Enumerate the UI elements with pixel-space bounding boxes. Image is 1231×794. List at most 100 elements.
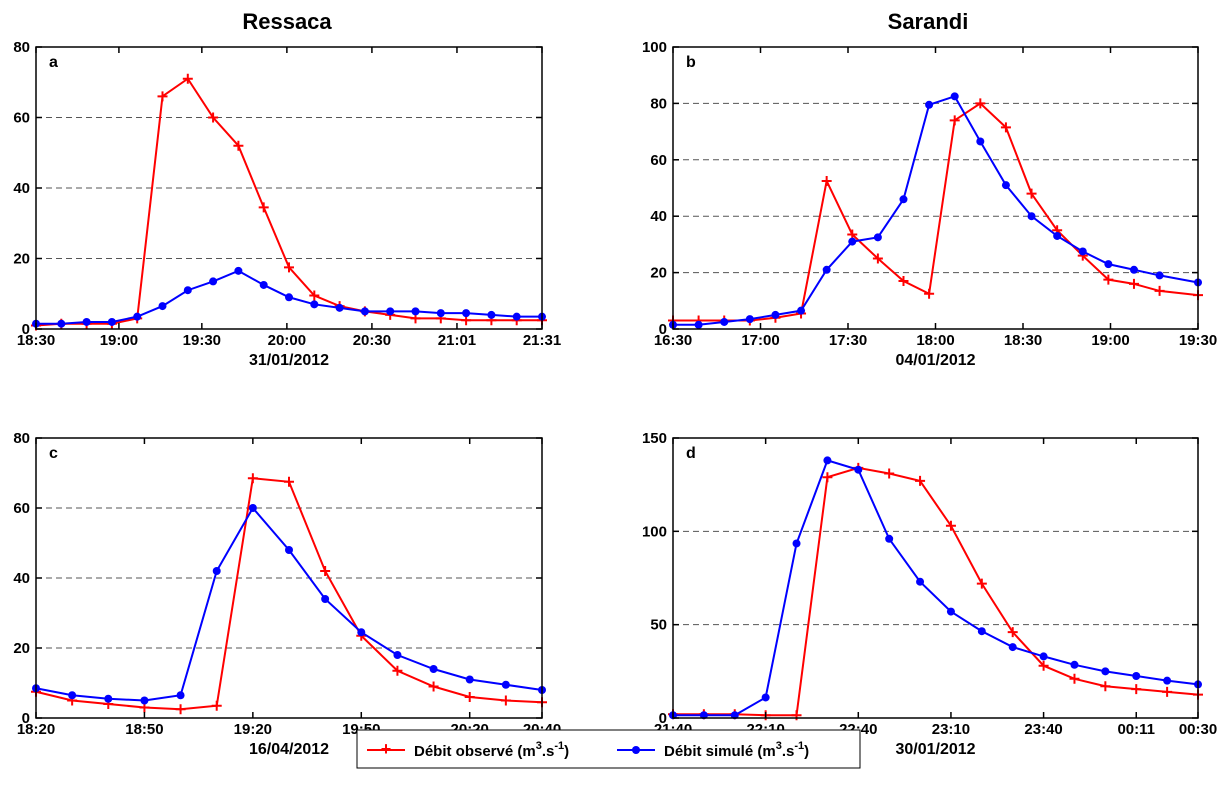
observed-point xyxy=(1131,684,1142,695)
observed-point xyxy=(233,140,244,151)
panel-letter: c xyxy=(49,445,58,462)
simulated-point xyxy=(1104,260,1113,269)
x-axis-label: 30/01/2012 xyxy=(895,741,975,758)
x-tick-label: 20:30 xyxy=(353,332,391,349)
simulated-point xyxy=(1008,643,1017,652)
observed-point xyxy=(392,665,403,676)
x-tick-label: 18:00 xyxy=(916,332,954,349)
legend: + Débit observé (m3.s-1) Débit simulé (m… xyxy=(356,729,861,769)
simulated-point xyxy=(68,691,77,700)
series-observed-line xyxy=(673,102,1199,322)
panel-a: 0 20 40 60 80 18:30 19:00 19:30 20:00 20:30 21:01 2… xyxy=(13,39,561,369)
y-tick-label: 100 xyxy=(642,523,667,540)
simulated-point xyxy=(899,195,908,204)
observed-point xyxy=(915,475,926,486)
observed-point xyxy=(247,473,258,484)
observed-point xyxy=(464,692,475,702)
x-tick-label: 17:00 xyxy=(741,332,779,349)
x-tick-label: 19:00 xyxy=(1091,332,1129,349)
observed-point xyxy=(872,253,883,264)
simulated-point xyxy=(730,711,739,720)
simulated-point xyxy=(357,628,366,637)
simulated-point xyxy=(854,465,863,474)
observed-point xyxy=(976,578,987,589)
x-tick-label: 23:10 xyxy=(932,721,970,738)
observed-point xyxy=(945,520,956,531)
x-tick-label: 18:50 xyxy=(125,721,163,738)
x-tick-label: 19:20 xyxy=(234,721,272,738)
observed-point xyxy=(428,681,439,692)
panels-group: 0 20 40 60 80 18:30 19:00 19:30 20:00 20:30 21:01 2… xyxy=(13,39,1217,758)
simulated-point xyxy=(885,534,894,543)
simulated-point xyxy=(1001,181,1010,190)
x-tick-label: 19:30 xyxy=(1179,332,1217,349)
simulated-point xyxy=(1132,672,1141,680)
simulated-point xyxy=(822,265,831,274)
simulated-point xyxy=(140,696,149,705)
simulated-point xyxy=(209,277,218,286)
observed-point xyxy=(157,91,168,102)
x-tick-label: 18:20 xyxy=(17,721,55,738)
observed-point xyxy=(208,112,219,123)
observed-point xyxy=(258,202,269,213)
observed-point xyxy=(320,566,331,576)
panel-d: 05010015021:4022:1022:4023:1023:4000:110… xyxy=(642,430,1217,758)
x-tick-label: 19:00 xyxy=(100,332,138,349)
x-tick-label: 00:11 xyxy=(1117,721,1155,738)
simulated-point xyxy=(487,310,496,319)
simulated-point xyxy=(745,315,754,324)
observed-point xyxy=(924,288,935,299)
y-tick-label: 50 xyxy=(650,617,667,634)
observed-point xyxy=(1128,278,1139,289)
simulated-point xyxy=(259,280,268,289)
simulated-point xyxy=(104,694,113,703)
panel-c: 02040608018:2018:5019:2019:5020:2020:401… xyxy=(13,430,561,758)
simulated-point xyxy=(694,320,703,329)
series-observed-line xyxy=(35,477,543,711)
simulated-point xyxy=(158,302,167,311)
simulated-point xyxy=(133,312,142,321)
observed-point xyxy=(500,695,511,706)
series-simulated-line xyxy=(673,95,1199,326)
observed-point xyxy=(1162,686,1173,697)
simulated-point xyxy=(176,691,185,700)
simulated-point xyxy=(386,307,395,316)
y-tick-label: 40 xyxy=(13,180,30,197)
simulated-point xyxy=(950,92,959,101)
panel-letter: b xyxy=(686,54,696,71)
x-tick-label: 19:30 xyxy=(183,332,221,349)
series-simulated-line xyxy=(673,459,1199,717)
simulated-point xyxy=(321,595,330,603)
simulated-point xyxy=(1163,676,1172,685)
simulated-point xyxy=(1039,652,1048,661)
simulated-point xyxy=(977,627,986,636)
simulated-point xyxy=(1078,247,1087,256)
legend-box xyxy=(356,729,861,769)
observed-point xyxy=(1100,681,1111,692)
simulated-point xyxy=(1155,271,1164,280)
simulated-point xyxy=(720,317,729,326)
y-tick-label: 40 xyxy=(13,570,30,587)
simulated-point xyxy=(1070,660,1079,669)
y-tick-label: 0 xyxy=(659,710,667,727)
x-tick-label: 18:30 xyxy=(1004,332,1042,349)
simulated-point xyxy=(360,307,369,316)
simulated-point xyxy=(310,300,319,309)
series-simulated-line xyxy=(35,506,543,702)
observed-point xyxy=(1026,188,1037,199)
simulated-point xyxy=(1027,212,1036,221)
x-axis-label: 04/01/2012 xyxy=(895,352,975,369)
y-tick-label: 0 xyxy=(22,321,30,338)
x-axis-label: 31/01/2012 xyxy=(249,352,329,369)
simulated-point xyxy=(761,693,770,702)
observed-point xyxy=(949,115,960,126)
y-tick-label: 80 xyxy=(13,39,30,56)
simulated-point xyxy=(823,456,832,465)
y-tick-label: 0 xyxy=(659,321,667,338)
panel-b: 0 20 40 60 80 100 16:30 17:00 17:30 18:00 18:30 19:… xyxy=(642,39,1217,369)
y-tick-label: 60 xyxy=(650,152,667,169)
series-observed-line xyxy=(673,466,1199,717)
observed-point xyxy=(1154,285,1165,296)
y-tick-label: 20 xyxy=(650,265,667,282)
observed-point xyxy=(975,98,986,109)
